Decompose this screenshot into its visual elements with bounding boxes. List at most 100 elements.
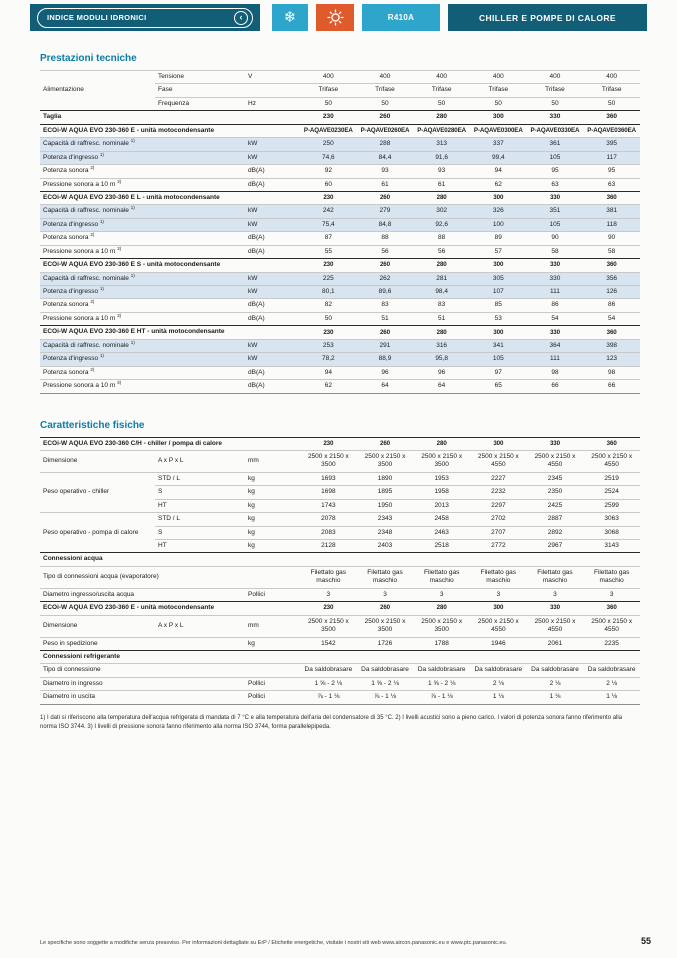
table-row: HT kg 1743 1950 2013 2297 2425 2599: [40, 498, 640, 513]
table-cell: 99,4: [469, 150, 527, 165]
table-cell: ⅞ - 1 ⅛: [413, 690, 470, 705]
table-cell: Filettato gas maschio: [583, 565, 640, 589]
unit-cell: kg: [245, 485, 301, 500]
table-cell: 1 ⅛: [583, 690, 640, 705]
table-cell: 300: [469, 110, 527, 125]
subsection-label: Connessioni acqua: [40, 552, 640, 567]
table-cell: 395: [583, 137, 640, 152]
table-cell: 1 ⅛: [470, 690, 527, 705]
unit-cell: dB(A): [245, 379, 300, 393]
table-cell: 93: [356, 164, 414, 178]
table-cell: 1 ⅝ - 2 ⅛: [300, 676, 357, 691]
table-cell: 83: [356, 298, 414, 313]
footnote: 1) I dati si riferiscono alla temperatur…: [40, 714, 623, 730]
table-cell: 1698: [300, 485, 357, 500]
table-cell: 60: [300, 177, 357, 192]
table-cell: 361: [526, 137, 584, 152]
table-cell: 50: [526, 96, 584, 111]
table-cell: Trifase: [300, 83, 357, 98]
nav-pill[interactable]: INDICE MODULI IDRONICI ‹: [37, 7, 253, 28]
row-label: Peso in spedizione: [40, 636, 245, 651]
table-cell: 51: [413, 311, 470, 326]
table-cell: 64: [413, 379, 470, 393]
table-cell: 253: [300, 338, 357, 353]
unit-cell: [245, 83, 300, 98]
table-cell: 54: [526, 311, 584, 326]
table-cell: 100: [469, 217, 527, 232]
table-cell: 111: [526, 352, 584, 367]
table-cell: 2013: [413, 498, 470, 513]
table-cell: 63: [526, 177, 584, 192]
table-cell: 105: [469, 352, 527, 367]
table-cell: 356: [583, 271, 640, 286]
table-cell: 90: [583, 231, 640, 246]
table-cell: 89: [469, 231, 527, 246]
row-label: Diametro in ingresso: [40, 676, 245, 691]
table-cell: 84,8: [356, 217, 414, 232]
table-cell: ⅞ - 1 ⅛: [300, 690, 357, 705]
table-cell: 92: [300, 164, 357, 178]
row-label: S: [155, 525, 245, 540]
table-cell: 50: [300, 96, 357, 111]
table-cell: 2599: [583, 498, 640, 513]
table-cell: 250: [300, 137, 357, 152]
table-cell: 2232: [470, 485, 527, 500]
table-cell: 2343: [356, 512, 414, 527]
table-row: ECOi-W AQUA EVO 230-360 C/H - chiller / …: [40, 436, 640, 451]
table-cell: 2345: [526, 471, 584, 486]
table-cell: 2967: [526, 538, 584, 553]
table-cell: Filettato gas maschio: [300, 565, 357, 589]
table-cell: 1788: [413, 636, 470, 651]
table-cell: 313: [413, 137, 470, 152]
table-cell: 95: [526, 164, 584, 178]
table-cell: 78,2: [300, 352, 357, 367]
unit-cell: dB(A): [245, 244, 300, 259]
unit-cell: kg: [245, 498, 301, 513]
table-cell: 1726: [356, 636, 414, 651]
table-cell: 75,4: [300, 217, 357, 232]
table-row: Pressione sonora a 10 m 3) dB(A) 60 61 61 62 6…: [40, 177, 640, 192]
table-cell: Da saldobrasare: [300, 663, 357, 678]
table-cell: 288: [356, 137, 414, 152]
table-cell: 1953: [413, 471, 470, 486]
table-cell: 360: [583, 190, 640, 205]
row-label: Capacità di raffresc. nominale 1): [40, 338, 245, 353]
row-label: Potenza sonora 2): [40, 231, 245, 246]
table-cell: P-AQAVE0330EA: [526, 123, 584, 138]
table-cell: 58: [526, 244, 584, 259]
table-cell: 300: [470, 601, 527, 616]
table-cell: 2227: [470, 471, 527, 486]
unit-cell: kW: [245, 217, 300, 232]
table-cell: 3: [413, 587, 470, 602]
table-row: Peso in spedizione kg 1542 1726 1788 1946 2061…: [40, 636, 640, 651]
table-cell: 2707: [470, 525, 527, 540]
table-cell: 341: [469, 338, 527, 353]
header-bar: INDICE MODULI IDRONICI ‹ ❄ R410A CHILLER…: [30, 4, 647, 31]
page-content: Prestazioni tecniche Alimentazione Tensio…: [40, 31, 640, 732]
table-cell: 56: [356, 244, 414, 259]
page-title-label: CHILLER E POMPE DI CALORE: [478, 12, 617, 23]
table-cell: 88: [356, 231, 414, 246]
row-label: Capacità di raffresc. nominale 1): [40, 204, 245, 219]
table-cell: 360: [583, 258, 640, 273]
table-cell: 90: [526, 231, 584, 246]
spec-table: ECOi-W AQUA EVO 230-360 C/H - chiller / …: [40, 436, 640, 705]
table-cell: 280: [413, 190, 470, 205]
table-cell: 93: [413, 164, 470, 178]
chevron-left-icon[interactable]: ‹: [234, 10, 248, 25]
row-label: STD / L: [155, 512, 245, 527]
table-cell: 86: [583, 298, 640, 313]
table-cell: 330: [526, 110, 584, 125]
table-cell: 330: [526, 325, 584, 340]
snowflake-badge: ❄: [272, 4, 308, 31]
row-label: Potenza d'ingresso 1): [40, 284, 245, 299]
table-cell: 107: [469, 284, 527, 299]
refrigerant-badge: R410A: [362, 4, 440, 31]
table-cell: P-AQAVE0360EA: [583, 123, 640, 138]
table-cell: 1542: [300, 636, 357, 651]
row-group-label: Peso operativo - chiller: [40, 471, 155, 513]
